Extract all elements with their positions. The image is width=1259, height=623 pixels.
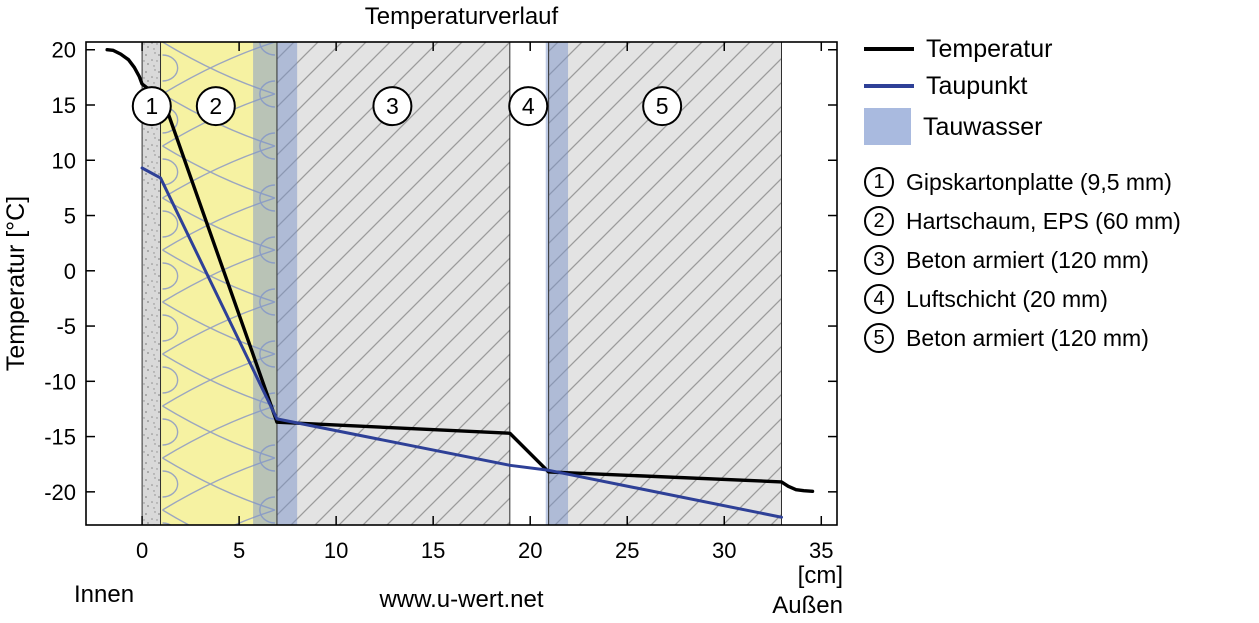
y-axis-label: Temperatur [°C] <box>2 196 30 371</box>
layer-label-2: Hartschaum, EPS (60 mm) <box>906 207 1181 234</box>
layer-item-1: 1 Gipskartonplatte (9,5 mm) <box>864 167 1256 197</box>
layer-band-1 <box>142 42 161 525</box>
condensation-zones <box>253 42 569 525</box>
inside-label: Innen <box>74 581 134 608</box>
layer-item-2: 2 Hartschaum, EPS (60 mm) <box>864 206 1256 236</box>
legend-item-tauwasser: Tauwasser <box>864 108 1256 145</box>
layer-list: 1 Gipskartonplatte (9,5 mm) 2 Hartschaum… <box>864 167 1256 353</box>
layer-label-3: Beton armiert (120 mm) <box>906 246 1149 273</box>
temperature-line-swatch <box>864 47 914 51</box>
x-tick-label: 20 <box>518 538 542 563</box>
outside-label: Außen <box>772 592 843 619</box>
y-tick-label: -5 <box>56 314 76 339</box>
x-tick-label: 0 <box>136 538 148 563</box>
layer-number-badge-4: 4 <box>864 284 894 314</box>
svg-text:5: 5 <box>656 93 669 119</box>
y-tick-label: 0 <box>64 259 76 284</box>
legend-item-temperatur: Temperatur <box>864 34 1256 64</box>
layer-boundaries <box>141 42 782 525</box>
layer-number-badge-2: 2 <box>864 206 894 236</box>
condensation-zone-1 <box>253 42 298 525</box>
dewpoint-line-swatch <box>864 84 914 88</box>
layer-number-badge-5: 5 <box>864 323 894 353</box>
wall-layers <box>142 42 782 525</box>
x-tick-label: 25 <box>615 538 639 563</box>
condensate-area-swatch <box>864 108 911 145</box>
svg-text:1: 1 <box>145 93 158 119</box>
svg-text:3: 3 <box>386 93 399 119</box>
legend-label-taupunkt: Taupunkt <box>926 72 1028 100</box>
legend-item-taupunkt: Taupunkt <box>864 71 1256 101</box>
axis-ticks <box>86 42 837 525</box>
layer-label-4: Luftschicht (20 mm) <box>906 285 1108 312</box>
layer-number-badge-1: 1 <box>864 167 894 197</box>
condensation-zone-2 <box>545 42 569 525</box>
dewpoint-line <box>140 166 783 519</box>
plot-frame <box>85 41 838 526</box>
x-tick-label: 15 <box>421 538 445 563</box>
y-tick-label: 5 <box>64 204 76 229</box>
y-tick-label: 15 <box>52 93 76 118</box>
watermark-url: www.u-wert.net <box>378 586 543 613</box>
y-tick-label: 10 <box>52 148 76 173</box>
legend-label-temperatur: Temperatur <box>926 35 1053 63</box>
layer-label-5: Beton armiert (120 mm) <box>906 324 1149 351</box>
x-tick-label: 30 <box>712 538 736 563</box>
y-tick-label: -15 <box>44 425 76 450</box>
svg-text:4: 4 <box>522 93 535 119</box>
layer-number-badges: 1 2 3 4 5 <box>131 86 683 127</box>
y-tick-label: -20 <box>44 480 76 505</box>
legend-label-tauwasser: Tauwasser <box>923 112 1043 141</box>
layer-number-badge-3: 3 <box>864 245 894 275</box>
layer-label-1: Gipskartonplatte (9,5 mm) <box>906 168 1172 195</box>
x-axis-unit: [cm] <box>798 562 843 589</box>
layer-item-5: 5 Beton armiert (120 mm) <box>864 323 1256 353</box>
y-tick-label: 20 <box>52 38 76 63</box>
y-tick-label: -10 <box>44 369 76 394</box>
layer-item-3: 3 Beton armiert (120 mm) <box>864 245 1256 275</box>
temperature-profile-chart: 1 2 3 4 5 0 5 10 15 20 25 30 35 20 15 10 5 0 -5 -10 -15 -20 Te… <box>2 3 843 619</box>
chart-side-panel: Temperatur Taupunkt Tauwasser 1 Gipskart… <box>864 34 1256 353</box>
x-tick-label: 10 <box>324 538 348 563</box>
x-tick-label: 35 <box>809 538 833 563</box>
x-tick-label: 5 <box>233 538 245 563</box>
layer-item-4: 4 Luftschicht (20 mm) <box>864 284 1256 314</box>
chart-title: Temperaturverlauf <box>365 3 559 30</box>
svg-text:2: 2 <box>209 93 222 119</box>
